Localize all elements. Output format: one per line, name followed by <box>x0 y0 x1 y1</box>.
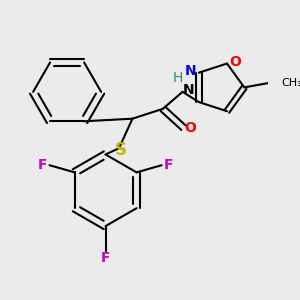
Text: F: F <box>38 158 47 172</box>
Text: O: O <box>229 55 241 69</box>
Text: H: H <box>173 71 183 85</box>
Text: CH₃: CH₃ <box>282 78 300 88</box>
Text: S: S <box>115 141 127 159</box>
Text: N: N <box>185 64 197 78</box>
Text: F: F <box>101 251 110 265</box>
Text: F: F <box>164 158 174 172</box>
Text: N: N <box>183 83 195 97</box>
Text: O: O <box>185 121 197 135</box>
